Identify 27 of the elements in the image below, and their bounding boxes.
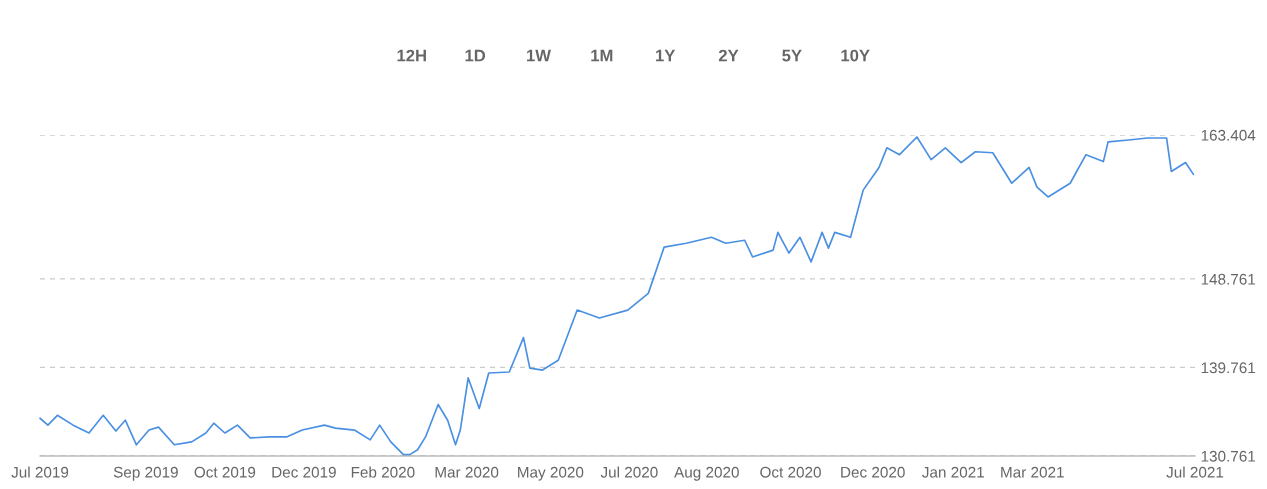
x-tick-label: Feb 2020 [351, 466, 415, 478]
x-tick-label: May 2020 [518, 466, 584, 481]
x-tick-label: Dec 2019 [272, 466, 336, 478]
x-tick-label: Mar 2021 [1001, 466, 1064, 478]
y-tick-label: 148.761 [1201, 273, 1256, 285]
x-tick-label: Aug 2020 [674, 466, 739, 481]
x-tick-label: Oct 2019 [194, 466, 256, 478]
x-tick-label: Dec 2020 [841, 466, 905, 478]
text: 1M [591, 49, 613, 62]
text: 1D [465, 49, 486, 62]
text: 2Y [718, 49, 739, 62]
text: 10Y [841, 49, 870, 62]
y-tick-label: 139.761 [1201, 362, 1256, 374]
x-tick-label: Jan 2021 [922, 466, 984, 478]
text: 1W [527, 49, 551, 62]
text: 5Y [782, 49, 802, 62]
text: 12H [397, 49, 426, 62]
y-tick-label: 163.404 [1201, 129, 1256, 141]
x-tick-label: Sep 2019 [113, 466, 178, 481]
x-tick-label: Jul 2021 [1166, 466, 1224, 478]
x-tick-label: Oct 2020 [760, 466, 821, 478]
y-tick-label: 130.761 [1201, 450, 1256, 462]
line-series [39, 136, 1195, 456]
x-tick-label: Jul 2020 [600, 466, 658, 478]
x-tick-label: Mar 2020 [435, 466, 499, 478]
text: 1Y [656, 49, 676, 62]
x-tick-label: Jul 2019 [11, 466, 69, 478]
